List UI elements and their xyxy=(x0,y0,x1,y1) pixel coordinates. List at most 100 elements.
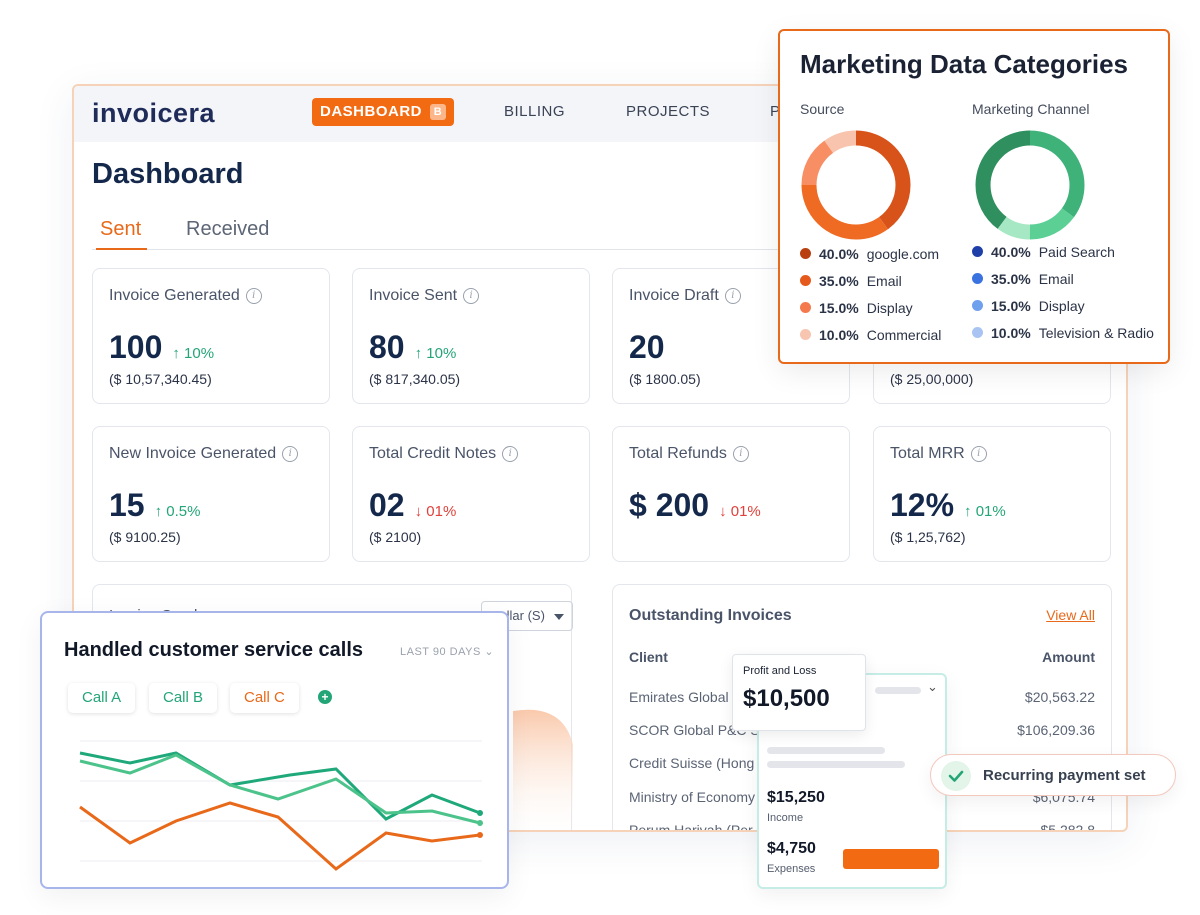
info-icon[interactable]: i xyxy=(732,446,749,462)
card-invoice-sent[interactable]: Invoice Sent i 80 ↑ 10% ($ 817,340.05) xyxy=(352,268,590,404)
card-title: Invoice Sent xyxy=(369,287,458,304)
card-title: Invoice Draft xyxy=(629,287,719,304)
chip-call-c[interactable]: Call C xyxy=(230,683,299,713)
checkmark-icon xyxy=(941,761,971,791)
legend-item: 35.0% Email xyxy=(972,265,1154,292)
tab-sent[interactable]: Sent xyxy=(96,218,148,250)
table-row[interactable]: SCOR Global P&C S $106,209.36 xyxy=(629,722,1095,742)
info-icon[interactable]: i xyxy=(724,288,741,304)
expenses-bar xyxy=(843,849,939,869)
card-amount: ($ 2100) xyxy=(369,529,422,545)
info-icon[interactable]: i xyxy=(463,288,480,304)
legend-dot xyxy=(800,248,811,259)
nav-billing[interactable]: BILLING xyxy=(504,103,566,120)
client-name: Perum Harivah (Per xyxy=(629,822,753,832)
source-slice-email xyxy=(801,130,911,240)
card-value: 02 xyxy=(369,487,405,523)
legend-item: 10.0% Commercial xyxy=(800,321,941,348)
legend-item: 10.0% Television & Radio xyxy=(972,319,1154,346)
row-amount: $5,282.8 xyxy=(1040,822,1096,832)
card-title: Invoice Generated xyxy=(109,287,240,304)
client-name: Credit Suisse (Hong xyxy=(629,755,755,771)
card-title: Total MRR xyxy=(890,445,965,462)
card-total-mrr[interactable]: Total MRR i 12% ↑ 01% ($ 1,25,762) xyxy=(873,426,1111,562)
change-up: ↑ 0.5% xyxy=(154,503,201,520)
toast-text: Recurring payment set xyxy=(983,767,1146,784)
card-invoice-generated[interactable]: Invoice Generated i 100 ↑ 10% ($ 10,57,340… xyxy=(92,268,330,404)
invoice-graph-area xyxy=(513,709,573,830)
legend-item: 40.0% Paid Search xyxy=(972,238,1154,265)
nav-item-truncated[interactable]: P xyxy=(770,103,781,120)
info-icon[interactable]: i xyxy=(502,446,519,462)
chip-call-a[interactable]: Call A xyxy=(68,683,136,713)
change-down: ↓ 01% xyxy=(414,503,457,520)
table-row[interactable]: Perum Harivah (Per $5,282.8 xyxy=(629,822,1096,832)
view-all-link[interactable]: View All xyxy=(1046,607,1095,623)
end-point-a xyxy=(477,810,483,816)
card-amount: ($ 9100.25) xyxy=(109,529,181,545)
calls-title: Handled customer service calls xyxy=(64,639,364,661)
chevron-down-icon[interactable]: ⌄ xyxy=(927,679,938,694)
row-amount: $20,563.22 xyxy=(1024,689,1095,705)
nav-projects[interactable]: PROJECTS xyxy=(626,103,711,120)
recurring-payment-toast: Recurring payment set xyxy=(930,754,1176,796)
card-total-credit-notes[interactable]: Total Credit Notes i 02 ↓ 01% ($ 2100) xyxy=(352,426,590,562)
expenses-label: Expenses xyxy=(767,863,816,875)
income-value: $15,250 xyxy=(767,789,825,806)
range-select[interactable]: LAST 90 DAYS ⌄ xyxy=(400,646,495,658)
legend-dot xyxy=(972,300,983,311)
legend-dot xyxy=(800,329,811,340)
info-icon[interactable]: i xyxy=(245,288,262,304)
card-value: 100 xyxy=(109,329,163,365)
app-logo[interactable]: invoicera xyxy=(92,98,216,128)
expenses-value: $4,750 xyxy=(767,840,816,857)
change-up: ↑ 01% xyxy=(964,503,1006,520)
nav-dashboard-badge: B xyxy=(430,104,446,120)
legend-dot xyxy=(800,302,811,313)
table-row[interactable]: Emirates Global $20,563.22 xyxy=(629,689,1095,709)
tab-received[interactable]: Received xyxy=(186,218,270,240)
calls-line-chart xyxy=(79,740,483,871)
info-icon[interactable]: i xyxy=(282,446,299,462)
dropdown-placeholder[interactable] xyxy=(875,687,921,694)
col-client: Client xyxy=(629,649,668,665)
change-up: ↑ 10% xyxy=(414,345,457,362)
add-series-icon[interactable]: + xyxy=(318,690,332,704)
tab-bar: Sent Received xyxy=(92,218,1126,250)
legend-dot xyxy=(972,273,983,284)
card-title: New Invoice Generated xyxy=(109,445,277,462)
card-title: Total Credit Notes xyxy=(369,445,497,462)
source-slice-commercial xyxy=(801,130,911,240)
row-amount: $106,209.36 xyxy=(1017,722,1095,738)
nav-dashboard-label: DASHBOARD xyxy=(320,103,422,120)
card-amount: ($ 817,340.05) xyxy=(369,371,461,387)
nav-dashboard[interactable]: DASHBOARD B xyxy=(312,98,454,126)
chevron-down-icon: ⌄ xyxy=(484,646,495,658)
table-header: Client Amount xyxy=(629,649,1095,665)
channel-legend: 40.0% Paid Search 35.0% Email 15.0% Display… xyxy=(972,238,1154,346)
profit-loss-value: $10,500 xyxy=(743,685,830,712)
customer-calls-card: Handled customer service calls LAST 90 D… xyxy=(40,611,509,889)
card-amount: ($ 25,00,000) xyxy=(890,371,974,387)
chip-call-b[interactable]: Call B xyxy=(149,683,218,713)
table-row[interactable]: Credit Suisse (Hong xyxy=(629,755,1095,775)
card-value: $ 200 xyxy=(629,487,710,523)
source-donut xyxy=(801,130,911,240)
profit-loss-label: Profit and Loss xyxy=(743,665,817,677)
card-new-invoice-generated[interactable]: New Invoice Generated i 15 ↑ 0.5% ($ 9100.… xyxy=(92,426,330,562)
legend-dot xyxy=(972,246,983,257)
card-total-refunds[interactable]: Total Refunds i $ 200 ↓ 01% xyxy=(612,426,850,562)
info-icon[interactable]: i xyxy=(970,446,987,462)
series-call-c xyxy=(79,801,481,871)
legend-item: 40.0% google.com xyxy=(800,240,941,267)
channel-slice-email xyxy=(975,130,1085,240)
card-value: 20 xyxy=(629,329,665,365)
marketing-title: Marketing Data Categories xyxy=(800,49,1128,79)
end-point-c xyxy=(477,832,483,838)
card-amount: ($ 1800.05) xyxy=(629,371,701,387)
card-value: 15 xyxy=(109,487,145,523)
card-title: Total Refunds xyxy=(629,445,727,462)
client-name: SCOR Global P&C S xyxy=(629,722,760,738)
end-point-b xyxy=(477,820,483,826)
series-call-b xyxy=(79,753,481,825)
